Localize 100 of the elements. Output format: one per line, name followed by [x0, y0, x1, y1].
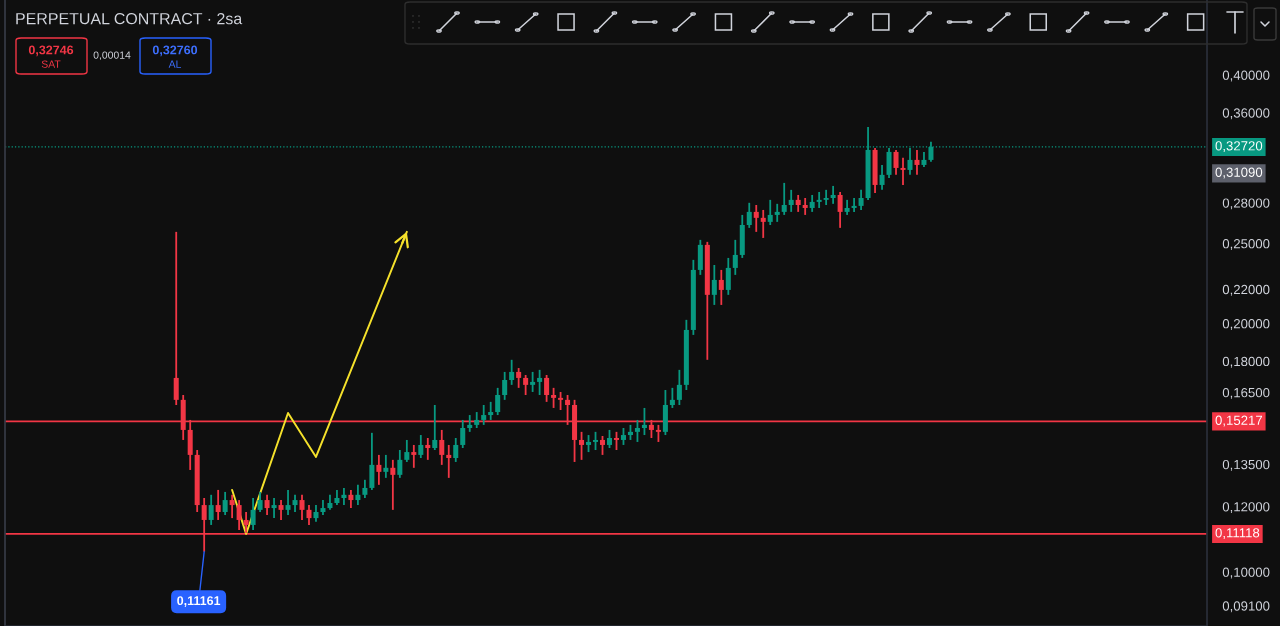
candlestick: [495, 386, 501, 416]
y-tick-label: 0,09100: [1222, 601, 1270, 613]
candlestick: [432, 404, 438, 451]
candlestick: [767, 198, 773, 226]
ref-line-label: 0,11118: [1215, 528, 1260, 540]
text: 0,31090: [1215, 167, 1263, 179]
candlestick: [599, 435, 606, 456]
annotation: 0,32746: [28, 45, 74, 57]
candlestick: [537, 368, 543, 396]
candlestick: [788, 188, 794, 213]
annotation: 0,32760: [152, 45, 198, 57]
candlestick: [467, 414, 473, 433]
candlestick: [397, 449, 403, 479]
candlestick: [299, 493, 305, 521]
y-tick-label: 0,20000: [1222, 319, 1270, 330]
candlestick: [725, 257, 731, 296]
candlestick: [278, 499, 284, 521]
candlestick: [746, 201, 752, 229]
y-tick-label: 0,13500: [1222, 459, 1270, 471]
candlestick: [816, 191, 822, 209]
candlestick: [215, 489, 221, 521]
ref-line-label: 0,32720: [1215, 141, 1263, 153]
candlestick: [830, 185, 836, 205]
annotation: SAT: [41, 60, 61, 68]
candlestick: [900, 156, 906, 186]
candlestick: [439, 429, 445, 466]
y-tick-label: 0,40000: [1222, 70, 1270, 82]
y-tick-label: 0,25000: [1222, 239, 1270, 250]
candlestick: [488, 400, 494, 421]
candlestick: [774, 202, 780, 223]
candlestick: [341, 487, 347, 506]
candlestick: [250, 497, 256, 531]
annotation: 0,11161: [177, 596, 221, 607]
candlestick: [502, 371, 508, 401]
candlestick: [802, 197, 808, 216]
candlestick: [579, 430, 585, 461]
candlestick: [229, 493, 235, 520]
candlestick: [914, 149, 920, 176]
candlestick: [781, 181, 787, 216]
candlestick: [732, 238, 738, 276]
candlestick: [425, 437, 431, 461]
y-tick-label: 0,12000: [1222, 502, 1270, 514]
candlestick: [516, 367, 522, 389]
candlestick: [676, 368, 682, 406]
candlestick: [236, 499, 242, 531]
candlestick: [376, 454, 382, 486]
candlestick: [558, 391, 564, 411]
candlestick: [613, 430, 619, 451]
candlestick: [222, 491, 228, 516]
y-tick-label: 0,28000: [1222, 198, 1270, 210]
y-tick-label: 0,16500: [1222, 387, 1270, 399]
candlestick: [348, 489, 354, 509]
candlestick: [530, 371, 536, 393]
candlestick: [383, 454, 389, 479]
candlestick: [460, 419, 466, 449]
candlestick: [823, 188, 829, 206]
candlestick: [753, 204, 759, 233]
candlestick: [634, 419, 640, 443]
candlestick: [551, 386, 557, 409]
candlestick: [641, 407, 647, 436]
candlestick: [243, 511, 249, 534]
y-tick-label: 0,22000: [1222, 284, 1270, 296]
candlestick: [879, 164, 885, 191]
candlestick: [411, 444, 417, 469]
candlestick: [481, 404, 487, 426]
text: PERPETUAL CONTRACT · 2sa: [16, 12, 243, 25]
candlestick: [669, 386, 675, 409]
candlestick: [404, 439, 410, 463]
candlestick: [264, 493, 270, 516]
candlestick: [509, 358, 515, 386]
candlestick: [858, 188, 864, 211]
ref-line-label: 0,15217: [1215, 415, 1263, 427]
annotation: 0,00014: [93, 51, 131, 61]
y-tick-label: 0,36000: [1222, 108, 1270, 120]
y-tick-label: 0,10000: [1222, 567, 1270, 579]
candlestick: [285, 489, 291, 516]
candlestick: [593, 430, 599, 451]
candlestick: [173, 230, 179, 406]
candlestick: [893, 149, 899, 176]
candlestick: [523, 374, 529, 396]
candlestick: [760, 209, 766, 239]
candlestick: [208, 493, 214, 526]
candlestick: [446, 444, 452, 479]
candlestick: [718, 269, 724, 306]
candlestick: [837, 191, 843, 229]
candlestick: [390, 458, 396, 511]
candlestick: [362, 478, 368, 499]
candlestick: [606, 429, 613, 449]
candlestick: [886, 147, 892, 179]
candlestick: [851, 197, 857, 213]
candlestick: [711, 264, 717, 306]
candlestick: [369, 431, 375, 491]
candlestick: [453, 437, 459, 463]
candlestick: [306, 504, 312, 526]
annotation: AL: [168, 60, 182, 68]
candlestick: [257, 491, 263, 513]
candlestick: [271, 497, 277, 520]
candlestick: [544, 374, 550, 403]
candlestick: [355, 483, 361, 506]
candlestick: [418, 434, 424, 459]
